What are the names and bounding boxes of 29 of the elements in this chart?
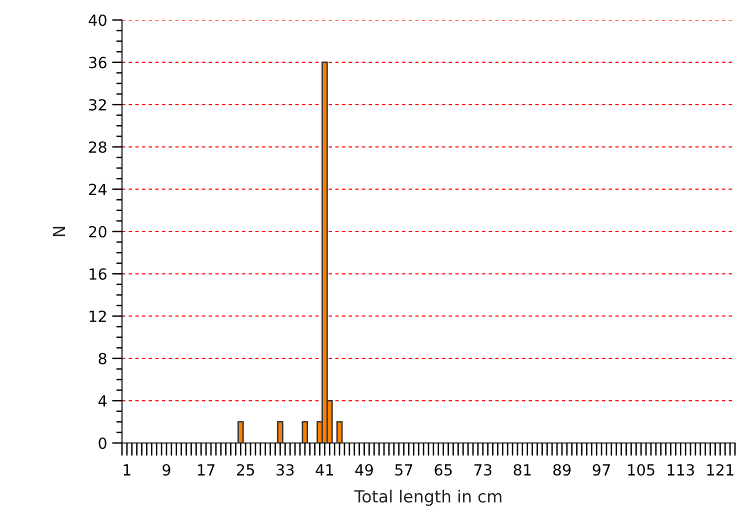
x-tick-label: 73	[474, 464, 492, 476]
x-tick-label: 105	[628, 464, 654, 476]
x-tick-label: 25	[236, 464, 254, 476]
y-tick-label: 20	[89, 226, 106, 238]
x-tick-label: 65	[434, 464, 452, 476]
y-tick-label: 0	[98, 437, 106, 450]
x-tick-label: 113	[668, 464, 694, 476]
y-tick-label: 36	[89, 56, 106, 68]
x-tick-label: 41	[316, 464, 333, 476]
x-tick-label: 1	[124, 464, 130, 476]
x-tick-label: 57	[395, 464, 412, 476]
y-tick-label: 40	[88, 14, 106, 26]
y-tick-label: 4	[98, 395, 107, 407]
y-tick-label: 24	[89, 184, 107, 196]
y-tick-label: 12	[90, 310, 106, 322]
x-tick-label: 89	[553, 464, 571, 476]
x-tick-label: 81	[514, 464, 531, 476]
x-tick-label: 33	[276, 464, 294, 476]
x-tick-label: 17	[198, 464, 214, 476]
x-tick-label: 49	[355, 464, 373, 476]
y-axis-title: N	[52, 226, 66, 236]
x-tick-label: 97	[592, 464, 610, 476]
x-axis-title: Total length in cm	[354, 490, 502, 506]
x-tick-label: 9	[162, 464, 170, 476]
y-tick-label: 32	[89, 99, 106, 111]
y-tick-label: 28	[89, 141, 106, 153]
y-tick-label: 16	[90, 268, 106, 280]
x-tick-label: 121	[707, 464, 734, 476]
y-tick-label: 8	[98, 352, 106, 364]
